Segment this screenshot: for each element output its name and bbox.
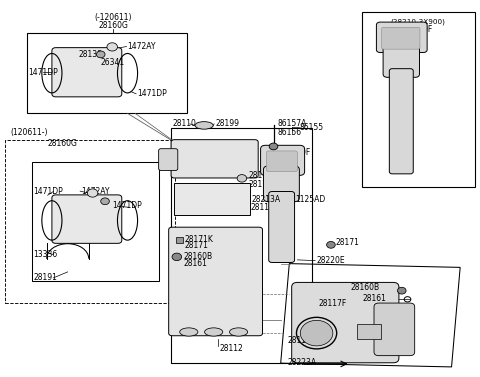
Text: 28210F: 28210F: [404, 26, 432, 34]
Text: 1471DP: 1471DP: [28, 67, 58, 77]
Bar: [170, 129, 312, 363]
FancyBboxPatch shape: [261, 145, 305, 175]
Bar: [5, 139, 175, 303]
FancyBboxPatch shape: [52, 48, 122, 97]
Text: 28160B: 28160B: [183, 251, 213, 261]
Bar: [357, 324, 381, 339]
Ellipse shape: [180, 328, 198, 336]
Text: 86155: 86155: [300, 123, 324, 132]
Text: 28171: 28171: [336, 239, 360, 247]
Text: 28110: 28110: [172, 120, 196, 129]
Text: 86156: 86156: [277, 129, 301, 137]
Circle shape: [107, 43, 118, 51]
FancyBboxPatch shape: [168, 227, 263, 336]
Bar: [362, 12, 475, 187]
Text: (120611-): (120611-): [10, 129, 48, 137]
FancyBboxPatch shape: [171, 139, 258, 178]
Ellipse shape: [204, 328, 223, 336]
Text: 28174H: 28174H: [249, 180, 278, 189]
Text: 28138: 28138: [79, 49, 103, 58]
FancyBboxPatch shape: [266, 151, 298, 172]
Text: 28213A: 28213A: [252, 195, 281, 204]
FancyBboxPatch shape: [376, 22, 427, 52]
Text: 28112: 28112: [220, 343, 244, 352]
FancyBboxPatch shape: [389, 69, 413, 174]
Circle shape: [326, 241, 335, 248]
Text: 28161: 28161: [362, 294, 386, 303]
Text: 28220E: 28220E: [317, 256, 345, 265]
Text: 86157A: 86157A: [277, 120, 307, 129]
FancyBboxPatch shape: [269, 192, 295, 262]
Text: 1125AD: 1125AD: [295, 195, 325, 204]
FancyBboxPatch shape: [383, 43, 420, 77]
Text: 28160B: 28160B: [350, 283, 379, 292]
Text: 1471DP: 1471DP: [112, 201, 142, 210]
Text: (28210-3X900): (28210-3X900): [391, 18, 446, 25]
FancyBboxPatch shape: [264, 166, 300, 202]
Text: 28116B: 28116B: [288, 336, 317, 345]
Ellipse shape: [229, 328, 248, 336]
Text: 28199: 28199: [215, 120, 239, 129]
Text: 1472AY: 1472AY: [81, 187, 109, 196]
Text: 28171: 28171: [185, 242, 209, 250]
Circle shape: [96, 51, 105, 58]
Text: 28113: 28113: [251, 203, 275, 212]
FancyBboxPatch shape: [374, 303, 415, 356]
Bar: [32, 162, 158, 280]
Text: 28210F: 28210F: [282, 148, 311, 157]
Circle shape: [101, 198, 109, 205]
Circle shape: [87, 189, 98, 197]
Circle shape: [237, 175, 247, 182]
FancyBboxPatch shape: [52, 195, 122, 243]
Circle shape: [269, 143, 278, 150]
Text: 1472AY: 1472AY: [128, 42, 156, 51]
FancyBboxPatch shape: [158, 149, 178, 170]
Text: 1471DP: 1471DP: [33, 187, 63, 196]
Bar: [176, 238, 182, 242]
Ellipse shape: [195, 122, 213, 129]
Circle shape: [172, 253, 181, 261]
Text: 28111: 28111: [249, 171, 272, 180]
Circle shape: [300, 320, 333, 346]
Text: 28117F: 28117F: [319, 299, 347, 308]
Text: 28160G: 28160G: [98, 21, 128, 30]
Text: 28115G: 28115G: [174, 143, 204, 152]
Text: (-120611): (-120611): [95, 13, 132, 22]
FancyBboxPatch shape: [382, 28, 420, 49]
Text: 1471DP: 1471DP: [137, 89, 167, 98]
Bar: [27, 33, 187, 113]
Text: 28171K: 28171K: [185, 235, 214, 244]
Circle shape: [397, 287, 406, 294]
Text: 28223A: 28223A: [288, 357, 317, 366]
Bar: [174, 183, 250, 215]
Text: 28160G: 28160G: [48, 139, 78, 148]
Text: 13336: 13336: [33, 250, 58, 259]
Text: 28161: 28161: [183, 259, 207, 268]
Text: 28191: 28191: [33, 273, 57, 282]
Text: 26341: 26341: [100, 58, 124, 67]
FancyBboxPatch shape: [292, 282, 399, 363]
